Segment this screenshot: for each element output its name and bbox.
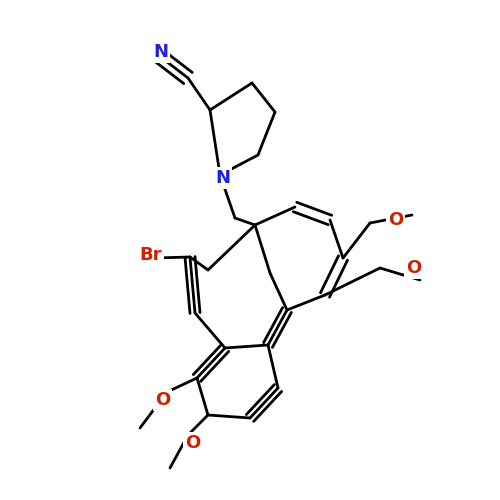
Text: N: N xyxy=(154,43,168,61)
Text: O: O xyxy=(388,211,403,229)
Text: O: O xyxy=(155,391,170,409)
Text: Br: Br xyxy=(140,246,162,264)
Text: N: N xyxy=(216,169,230,187)
Text: O: O xyxy=(406,259,421,277)
Text: O: O xyxy=(185,434,200,452)
